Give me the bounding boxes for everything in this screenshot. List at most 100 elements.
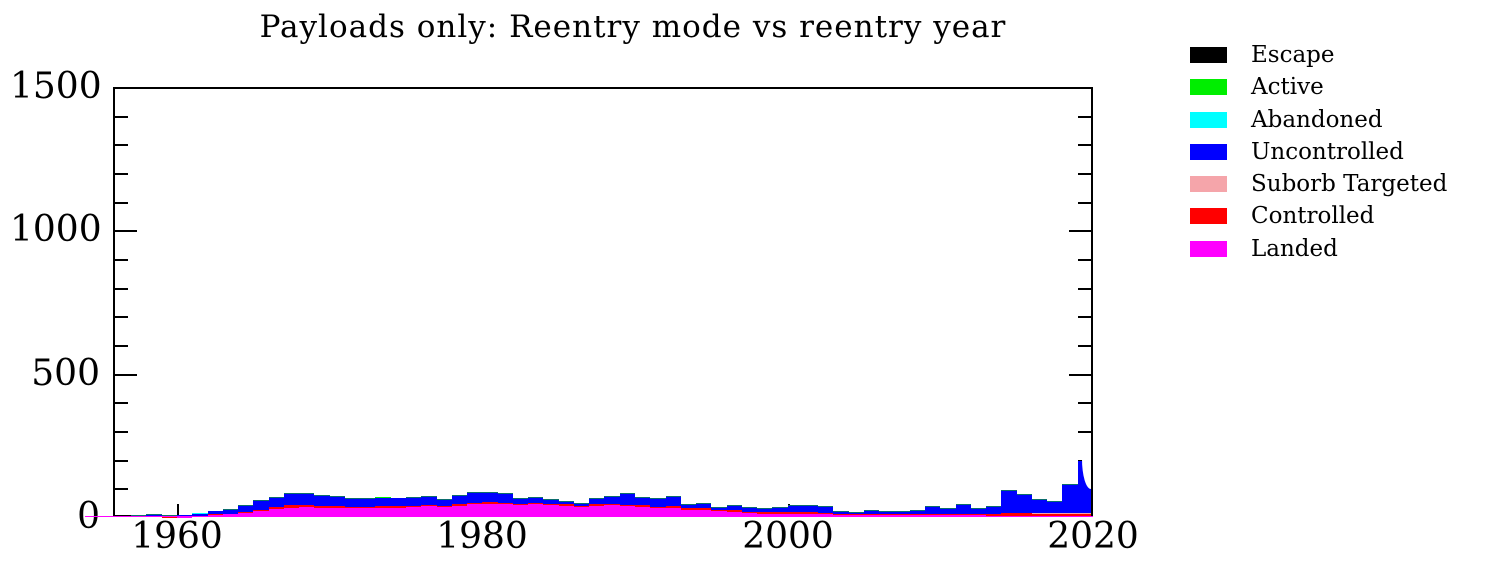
segment-controlled <box>269 506 284 509</box>
tick-mark <box>1078 316 1091 318</box>
segment-controlled <box>498 502 513 505</box>
segment-landed <box>391 507 406 517</box>
bar-1994 <box>696 502 711 517</box>
segment-landed <box>818 514 833 517</box>
bar-1984 <box>543 499 559 517</box>
segment-active <box>375 496 391 498</box>
bar-1968 <box>299 492 314 517</box>
segment-uncontrolled <box>681 503 696 509</box>
tick-mark <box>115 230 137 232</box>
bar-1976 <box>421 495 437 517</box>
segment-uncontrolled <box>238 505 253 512</box>
segment-controlled <box>635 505 650 507</box>
segment-controlled <box>375 506 391 508</box>
right-axis-line <box>1091 87 1093 517</box>
segment-landed <box>559 505 574 517</box>
tick-mark <box>115 460 128 462</box>
segment-landed <box>666 507 681 517</box>
segment-landed <box>345 508 360 517</box>
tick-mark <box>1078 259 1091 261</box>
segment-uncontrolled <box>284 493 299 506</box>
bar-1978 <box>452 494 467 517</box>
legend-row-controlled: Controlled <box>1190 203 1447 229</box>
legend-swatch-landed <box>1190 240 1227 257</box>
bar-1986 <box>574 502 589 517</box>
segment-controlled <box>330 505 345 508</box>
bar-edge-curve <box>1082 459 1091 489</box>
bar-1989 <box>620 492 635 517</box>
segment-landed <box>727 511 742 517</box>
legend-swatch-suborb-targeted <box>1190 176 1227 193</box>
legend-row-suborb-targeted: Suborb Targeted <box>1190 171 1447 197</box>
bar-1977 <box>437 498 452 517</box>
segment-uncontrolled <box>910 509 925 515</box>
tick-mark <box>1078 402 1091 404</box>
bar-2000 <box>788 505 803 517</box>
legend-label: Escape <box>1251 42 1335 68</box>
segment-controlled <box>940 513 956 516</box>
segment-active <box>391 497 406 499</box>
segment-controlled <box>772 512 788 514</box>
segment-suborb-targeted <box>1078 513 1093 514</box>
segment-suborb-targeted <box>1017 512 1032 514</box>
segment-controlled <box>803 512 818 515</box>
segment-uncontrolled <box>131 514 146 517</box>
bar-1957 <box>131 514 146 517</box>
bar-1971 <box>345 497 360 517</box>
segment-uncontrolled <box>589 498 604 505</box>
segment-controlled <box>467 502 482 505</box>
segment-controlled <box>391 506 406 508</box>
bar-1963 <box>223 508 238 517</box>
segment-controlled <box>452 504 467 506</box>
segment-controlled <box>284 505 299 508</box>
segment-landed <box>620 506 635 517</box>
segment-controlled <box>1032 513 1047 516</box>
bar-1965 <box>253 500 269 517</box>
segment-controlled <box>559 504 574 506</box>
segment-landed <box>650 508 666 517</box>
segment-controlled <box>192 515 208 517</box>
segment-uncontrolled <box>849 512 864 515</box>
segment-controlled <box>253 509 269 512</box>
segment-controlled <box>879 514 895 516</box>
chart-title: Payloads only: Reentry mode vs reentry y… <box>259 9 1007 45</box>
segment-landed <box>269 508 284 517</box>
segment-controlled <box>208 514 223 516</box>
segment-uncontrolled <box>543 499 559 504</box>
tick-mark <box>1078 345 1091 347</box>
tick-mark <box>115 488 128 490</box>
tick-mark <box>177 504 179 517</box>
segment-controlled <box>727 510 742 512</box>
bar-1975 <box>406 497 421 517</box>
bar-1992 <box>666 495 681 517</box>
bar-1979 <box>467 491 482 517</box>
y-tick-label-1000: 1000 <box>10 209 102 251</box>
bar-2001 <box>803 505 818 517</box>
segment-uncontrolled <box>956 503 971 514</box>
tick-mark <box>115 116 128 118</box>
segment-landed <box>574 506 589 517</box>
segment-landed <box>437 506 452 517</box>
segment-uncontrolled <box>452 494 467 505</box>
segment-landed <box>604 504 620 517</box>
bar-1958 <box>146 513 162 517</box>
x-tick-label-1980: 1980 <box>436 516 528 557</box>
segment-uncontrolled <box>528 496 543 504</box>
segment-controlled <box>360 506 375 509</box>
segment-controlled <box>223 513 238 515</box>
tick-mark <box>1078 116 1091 118</box>
segment-uncontrolled <box>574 502 589 506</box>
segment-controlled <box>314 506 330 508</box>
segment-uncontrolled <box>223 508 238 514</box>
y-tick-label-500: 500 <box>31 352 100 394</box>
segment-landed <box>452 505 467 517</box>
segment-landed <box>589 505 604 517</box>
segment-landed <box>788 513 803 517</box>
segment-landed <box>513 504 528 517</box>
bar-1993 <box>681 503 696 517</box>
segment-controlled <box>833 513 849 515</box>
segment-uncontrolled <box>635 496 650 506</box>
segment-uncontrolled <box>940 507 956 514</box>
segment-uncontrolled <box>391 498 406 507</box>
